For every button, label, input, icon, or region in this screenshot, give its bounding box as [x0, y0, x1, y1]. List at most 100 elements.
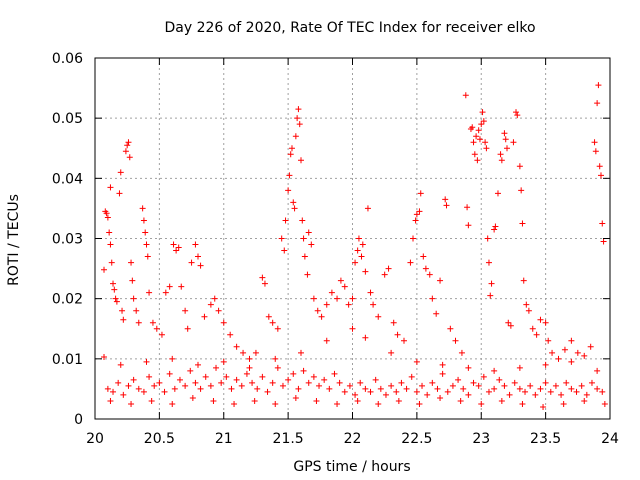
data-point	[274, 364, 281, 371]
data-point	[455, 376, 462, 383]
data-point	[465, 391, 472, 398]
data-point	[108, 259, 115, 266]
data-point	[568, 385, 575, 392]
data-point	[243, 370, 250, 377]
data-point	[318, 313, 325, 320]
data-point	[295, 106, 302, 113]
data-point	[413, 211, 420, 218]
data-point	[349, 325, 356, 332]
data-point	[581, 352, 588, 359]
data-point	[285, 376, 292, 383]
data-point	[292, 394, 299, 401]
data-point	[478, 121, 485, 128]
data-point	[424, 391, 431, 398]
data-point	[156, 379, 163, 386]
data-point	[487, 292, 494, 299]
data-point	[558, 391, 565, 398]
data-point	[227, 331, 234, 338]
data-point	[308, 241, 315, 248]
data-point	[124, 142, 131, 149]
data-point	[355, 235, 362, 242]
data-point	[542, 319, 549, 326]
data-point	[175, 244, 182, 251]
data-point	[588, 379, 595, 386]
data-point	[135, 319, 142, 326]
data-point	[434, 385, 441, 392]
data-point	[188, 259, 195, 266]
data-point	[484, 235, 491, 242]
data-point	[494, 190, 501, 197]
data-point	[195, 361, 201, 368]
data-point	[502, 136, 509, 143]
data-point	[202, 373, 209, 380]
data-point	[362, 385, 369, 392]
data-point	[516, 385, 523, 392]
data-point	[326, 385, 333, 392]
data-point	[269, 379, 276, 386]
data-point	[375, 313, 382, 320]
data-point	[337, 277, 344, 284]
data-point	[103, 210, 110, 217]
y-tick-label: 0.02	[52, 292, 83, 308]
data-point	[393, 388, 400, 395]
y-tick-label: 0.05	[52, 111, 83, 127]
data-point	[120, 391, 127, 398]
data-point	[345, 301, 352, 308]
data-point	[417, 190, 424, 197]
data-point	[480, 118, 487, 125]
data-point	[210, 397, 217, 404]
data-point	[290, 199, 297, 206]
data-point	[492, 223, 499, 230]
y-axis-label: ROTI / TECUs	[6, 194, 22, 286]
data-point	[251, 397, 258, 404]
data-point	[568, 337, 575, 344]
data-point	[469, 124, 476, 131]
data-point	[292, 133, 299, 140]
data-point	[599, 388, 606, 395]
data-point	[249, 379, 256, 386]
data-point	[592, 148, 599, 155]
data-point	[529, 325, 536, 332]
data-point	[501, 382, 508, 389]
data-point	[122, 148, 129, 155]
data-point	[519, 400, 526, 407]
data-point	[207, 301, 214, 308]
data-point	[520, 277, 527, 284]
data-point	[295, 385, 302, 392]
data-point	[426, 271, 433, 278]
data-point	[140, 217, 147, 224]
data-point	[341, 283, 348, 290]
data-point	[128, 259, 135, 266]
data-point	[336, 379, 343, 386]
data-point	[161, 388, 168, 395]
data-point	[452, 337, 459, 344]
data-point	[290, 370, 297, 377]
data-point	[510, 139, 517, 146]
data-point	[215, 307, 222, 314]
data-point	[372, 376, 379, 383]
data-point	[443, 202, 450, 209]
data-point	[476, 136, 483, 143]
data-point	[328, 289, 335, 296]
x-tick-label: 21.5	[273, 431, 304, 447]
data-point	[403, 385, 410, 392]
data-point	[189, 394, 196, 401]
data-point	[110, 280, 117, 287]
data-point	[346, 382, 353, 389]
data-point	[470, 379, 477, 386]
data-point	[478, 400, 485, 407]
data-point	[304, 271, 311, 278]
data-point	[398, 379, 405, 386]
data-point	[401, 337, 407, 344]
x-tick-label: 22.5	[401, 431, 432, 447]
data-point	[104, 214, 111, 221]
data-point	[362, 334, 369, 341]
x-tick-label: 20	[86, 431, 104, 447]
data-point	[394, 331, 401, 338]
data-point	[587, 343, 594, 350]
y-tick-label: 0.01	[52, 352, 83, 368]
data-point	[285, 187, 292, 194]
data-point	[537, 385, 544, 392]
data-point	[483, 145, 490, 152]
data-point	[518, 187, 525, 194]
